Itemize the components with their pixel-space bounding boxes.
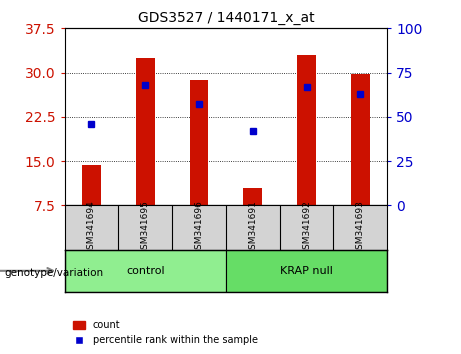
Title: GDS3527 / 1440171_x_at: GDS3527 / 1440171_x_at [137,11,314,24]
Bar [243,188,262,205]
Bar [226,250,387,292]
Bar [351,74,370,205]
Legend: count, percentile rank within the sample: count, percentile rank within the sample [70,316,262,349]
Bar [65,250,226,292]
Text: GSM341696: GSM341696 [195,200,203,255]
Text: GSM341694: GSM341694 [87,200,96,255]
Bar [297,55,316,205]
Text: GSM341692: GSM341692 [302,200,311,255]
Text: GSM341691: GSM341691 [248,200,257,255]
Text: GSM341693: GSM341693 [356,200,365,255]
Text: GSM341695: GSM341695 [141,200,150,255]
Text: control: control [126,266,165,276]
Bar [82,165,101,205]
Bar [189,80,208,205]
Text: genotype/variation: genotype/variation [5,268,104,278]
Bar [136,58,154,205]
Text: KRAP null: KRAP null [280,266,333,276]
